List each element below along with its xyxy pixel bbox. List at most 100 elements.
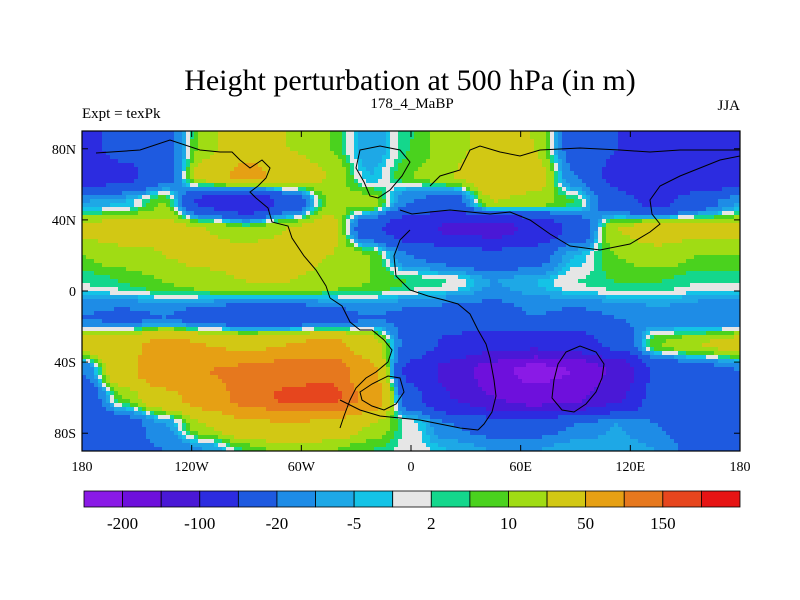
field-cell [198, 291, 203, 296]
field-cell [226, 255, 231, 260]
field-cell [198, 447, 203, 451]
field-cell [130, 303, 135, 308]
field-cell [246, 399, 251, 404]
field-cell [238, 311, 243, 316]
field-cell [130, 239, 135, 244]
field-cell [322, 367, 327, 372]
field-cell [262, 211, 267, 216]
field-cell [182, 431, 187, 436]
field-cell [254, 423, 259, 428]
field-cell [326, 387, 331, 392]
field-cell [266, 247, 271, 252]
field-cell [226, 295, 231, 300]
field-cell [238, 231, 243, 236]
field-cell [274, 167, 279, 172]
field-cell [330, 187, 335, 192]
field-cell [262, 351, 267, 356]
field-cell [146, 279, 151, 284]
field-cell [194, 191, 199, 196]
field-cell [190, 255, 195, 260]
field-cell [314, 179, 319, 184]
field-cell [182, 163, 187, 168]
field-cell [130, 183, 135, 188]
field-cell [138, 347, 143, 352]
field-cell [270, 275, 275, 280]
field-cell [82, 363, 87, 368]
field-cell [250, 223, 255, 228]
field-cell [290, 403, 295, 408]
field-cell [266, 399, 271, 404]
field-cell [298, 339, 303, 344]
field-cell [286, 439, 291, 444]
field-cell [226, 323, 231, 328]
field-cell [182, 419, 187, 424]
field-cell [94, 399, 99, 404]
field-cell [158, 223, 163, 228]
field-cell [202, 247, 207, 252]
field-cell [294, 307, 299, 312]
field-cell [282, 323, 287, 328]
field-cell [302, 335, 307, 340]
field-cell [226, 395, 231, 400]
field-cell [146, 163, 151, 168]
field-cell [206, 199, 211, 204]
field-cell [282, 431, 287, 436]
field-cell [158, 367, 163, 372]
field-cell [246, 319, 251, 324]
field-cell [294, 247, 299, 252]
field-cell [306, 419, 311, 424]
field-cell [202, 239, 207, 244]
field-cell [246, 431, 251, 436]
field-cell [266, 299, 271, 304]
field-cell [302, 287, 307, 292]
field-cell [218, 379, 223, 384]
field-cell [126, 243, 131, 248]
field-cell [314, 399, 319, 404]
field-cell [206, 283, 211, 288]
field-cell [318, 227, 323, 232]
field-cell [170, 299, 175, 304]
field-cell [82, 407, 87, 412]
field-cell [298, 135, 303, 140]
field-cell [218, 203, 223, 208]
field-cell [234, 399, 239, 404]
field-cell [250, 243, 255, 248]
field-cell [154, 431, 159, 436]
field-cell [138, 411, 143, 416]
field-cell [290, 291, 295, 296]
field-cell [142, 395, 147, 400]
field-cell [258, 151, 263, 156]
field-cell [298, 143, 303, 148]
field-cell [206, 331, 211, 336]
field-cell [306, 303, 311, 308]
field-cell [90, 387, 95, 392]
field-cell [210, 387, 215, 392]
field-cell [242, 227, 247, 232]
field-cell [210, 303, 215, 308]
field-cell [322, 303, 327, 308]
field-cell [254, 159, 259, 164]
field-cell [282, 179, 287, 184]
field-cell [302, 259, 307, 264]
field-cell [134, 259, 139, 264]
field-cell [158, 431, 163, 436]
field-cell [306, 291, 311, 296]
field-cell [230, 443, 235, 448]
field-cell [102, 391, 107, 396]
field-cell [154, 203, 159, 208]
field-cell [90, 239, 95, 244]
field-cell [326, 263, 331, 268]
field-cell [182, 363, 187, 368]
field-cell [242, 159, 247, 164]
field-cell [170, 359, 175, 364]
field-cell [310, 187, 315, 192]
field-cell [326, 427, 331, 432]
field-cell [270, 339, 275, 344]
field-cell [250, 283, 255, 288]
field-cell [98, 131, 103, 136]
field-cell [182, 135, 187, 140]
field-cell [234, 355, 239, 360]
field-cell [130, 443, 135, 448]
field-cell [266, 303, 271, 308]
field-cell [170, 411, 175, 416]
